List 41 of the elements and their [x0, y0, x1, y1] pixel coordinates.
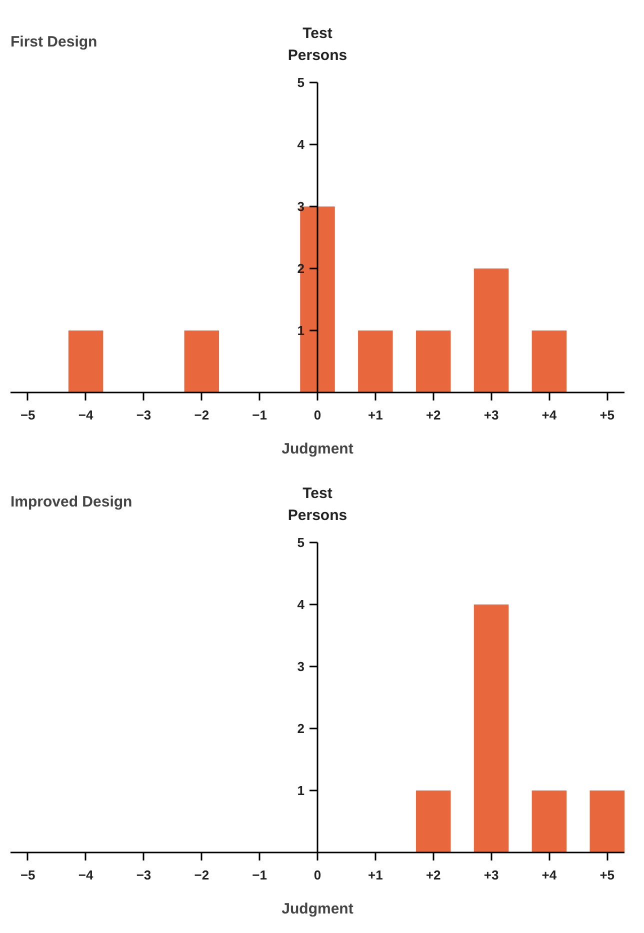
x-axis-title: Judgment — [282, 440, 354, 458]
x-tick-label: +3 — [484, 868, 499, 882]
x-axis-title: Judgment — [282, 900, 354, 918]
y-tick-label: 4 — [297, 597, 306, 612]
x-tick-label: +3 — [484, 408, 499, 422]
chart-title: Improved Design — [10, 494, 132, 510]
x-tick-label: −4 — [78, 868, 94, 882]
x-tick-label: +1 — [368, 408, 383, 422]
x-tick-label: +5 — [600, 868, 615, 882]
x-tick-label: −4 — [78, 408, 94, 422]
bar — [184, 330, 220, 392]
bar — [416, 330, 451, 392]
x-tick-label: +4 — [542, 408, 558, 422]
y-tick-label: 2 — [297, 721, 305, 736]
x-tick-label: 0 — [314, 408, 322, 422]
x-tick-label: −5 — [20, 868, 36, 882]
x-tick-label: −2 — [194, 868, 210, 882]
chart-title: First Design — [10, 34, 98, 50]
bar — [532, 330, 567, 392]
x-tick-label: +1 — [368, 868, 383, 882]
y-tick-label: 4 — [297, 137, 306, 152]
y-tick-label: 5 — [297, 75, 305, 90]
bar — [474, 268, 509, 392]
y-tick-label: 3 — [297, 659, 305, 674]
x-tick-label: −5 — [20, 408, 36, 422]
y-axis-title: Test Persons — [288, 24, 348, 64]
x-tick-label: −1 — [252, 408, 267, 422]
x-tick-label: 0 — [314, 868, 322, 882]
y-tick-label: 1 — [297, 783, 305, 798]
x-tick-label: −3 — [136, 408, 152, 422]
x-tick-label: −3 — [136, 868, 152, 882]
y-tick-label: 5 — [297, 535, 305, 550]
x-tick-label: −1 — [252, 868, 267, 882]
bar — [68, 330, 104, 392]
x-tick-label: +2 — [426, 868, 441, 882]
x-tick-label: −2 — [194, 408, 210, 422]
x-tick-label: +4 — [542, 868, 558, 882]
x-tick-label: +2 — [426, 408, 441, 422]
bar — [358, 330, 393, 392]
y-axis-title: Test Persons — [288, 484, 348, 524]
x-tick-label: +5 — [600, 408, 615, 422]
